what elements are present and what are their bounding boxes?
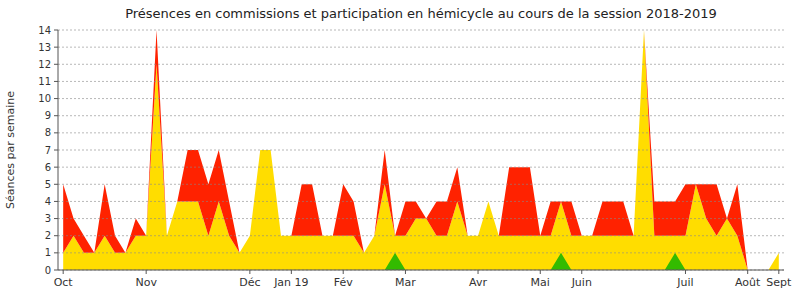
y-tick-label: 13 bbox=[38, 42, 51, 53]
y-tick-label: 9 bbox=[45, 110, 51, 121]
x-tick bbox=[146, 270, 147, 274]
grid-line bbox=[58, 81, 784, 82]
x-tick bbox=[63, 270, 64, 274]
title: Présences en commissions et participatio… bbox=[125, 6, 717, 21]
y-tick-label: 6 bbox=[45, 162, 51, 173]
y-tick-label: 8 bbox=[45, 127, 51, 138]
y-tick bbox=[54, 150, 58, 151]
x-tick bbox=[249, 270, 250, 274]
x-tick bbox=[778, 270, 779, 274]
y-tick-label: 12 bbox=[38, 59, 51, 70]
y-tick bbox=[54, 184, 58, 185]
y-tick-label: 11 bbox=[38, 76, 51, 87]
grid-line bbox=[58, 30, 784, 31]
grid-line bbox=[58, 201, 784, 202]
y-tick bbox=[54, 252, 58, 253]
y-tick bbox=[54, 201, 58, 202]
y-tick bbox=[54, 270, 58, 271]
y-tick bbox=[54, 167, 58, 168]
x-tick bbox=[581, 270, 582, 274]
y-tick-label: 0 bbox=[45, 265, 51, 276]
y-tick-label: 2 bbox=[45, 230, 51, 241]
x-axis bbox=[58, 270, 784, 271]
x-tick-label: Août bbox=[735, 276, 761, 289]
x-tick-label: Avr bbox=[469, 276, 487, 289]
grid-line bbox=[58, 132, 784, 133]
y-tick-label: 14 bbox=[38, 25, 51, 36]
y-axis bbox=[58, 30, 59, 270]
x-tick bbox=[747, 270, 748, 274]
grid-line bbox=[58, 252, 784, 253]
x-tick-label: Fév bbox=[334, 276, 353, 289]
y-tick-label: 7 bbox=[45, 145, 51, 156]
x-tick-label: Déc bbox=[239, 276, 260, 289]
y-tick bbox=[54, 132, 58, 133]
grid-line bbox=[58, 64, 784, 65]
y-tick bbox=[54, 64, 58, 65]
x-tick-label: Jan 19 bbox=[273, 276, 308, 289]
x-tick-label: Oct bbox=[54, 276, 74, 289]
grid-line bbox=[58, 115, 784, 116]
y-tick bbox=[54, 30, 58, 31]
y-tick-label: 3 bbox=[45, 213, 51, 224]
x-tick bbox=[405, 270, 406, 274]
grid-line bbox=[58, 167, 784, 168]
area bbox=[63, 253, 779, 270]
grid-line bbox=[58, 270, 784, 271]
x-tick-label: Nov bbox=[135, 276, 157, 289]
y-tick bbox=[54, 115, 58, 116]
x-tick bbox=[540, 270, 541, 274]
x-tick bbox=[685, 270, 686, 274]
x-tick-label: Juin bbox=[571, 276, 592, 289]
y-grid bbox=[58, 30, 784, 270]
y-tick-label: 4 bbox=[45, 196, 51, 207]
x-tick bbox=[343, 270, 344, 274]
grid-line bbox=[58, 98, 784, 99]
x-tick bbox=[291, 270, 292, 274]
x-tick bbox=[478, 270, 479, 274]
y-tick-label: 5 bbox=[45, 179, 51, 190]
y-tick-label: 1 bbox=[45, 247, 51, 258]
y-axis-label: Séances par semaine bbox=[4, 91, 17, 209]
grid-line bbox=[58, 150, 784, 151]
grid-line bbox=[58, 218, 784, 219]
x-tick-label: Juil bbox=[676, 276, 693, 289]
x-tick-label: Sept bbox=[766, 276, 792, 289]
grid-line bbox=[58, 235, 784, 236]
grid-line bbox=[58, 184, 784, 185]
y-tick bbox=[54, 47, 58, 48]
y-tick bbox=[54, 98, 58, 99]
y-tick bbox=[54, 218, 58, 219]
y-tick bbox=[54, 81, 58, 82]
x-tick-label: Mai bbox=[531, 276, 550, 289]
y-tick-label: 10 bbox=[38, 93, 51, 104]
grid-line bbox=[58, 47, 784, 48]
x-tick-label: Mar bbox=[395, 276, 416, 289]
chart: Présences en commissions et participatio… bbox=[0, 0, 800, 300]
y-tick bbox=[54, 235, 58, 236]
